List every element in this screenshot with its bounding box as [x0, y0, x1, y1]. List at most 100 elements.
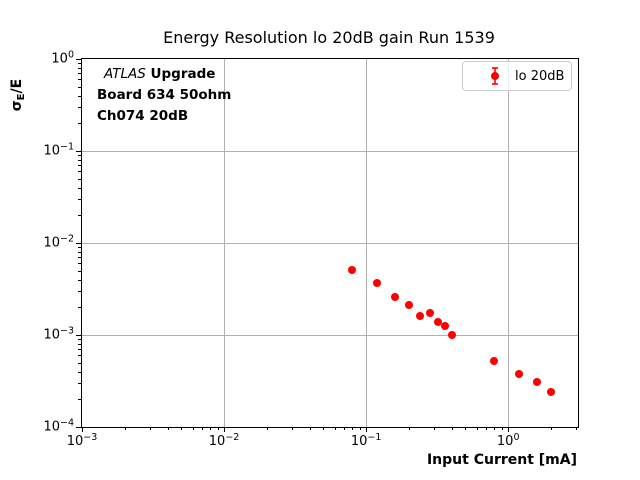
- annotation: ATLAS Upgrade Board 634 50ohm Ch074 20dB: [97, 64, 231, 127]
- x-axis-minor-tick: [433, 427, 435, 430]
- data-point: [441, 322, 450, 331]
- y-axis-minor-tick: [78, 155, 81, 157]
- y-axis-minor-tick: [78, 187, 81, 189]
- x-axis-minor-tick: [266, 427, 268, 430]
- y-axis-minor-tick: [78, 165, 81, 167]
- annotation-line-3: Ch074 20dB: [97, 108, 189, 124]
- x-axis-minor-tick: [210, 427, 212, 430]
- y-tick-label: 10−3: [43, 325, 74, 343]
- annotation-upgrade: Upgrade: [145, 66, 216, 82]
- x-axis-minor-tick: [486, 427, 488, 430]
- chart-title: Energy Resolution lo 20dB gain Run 1539: [163, 28, 495, 47]
- x-axis-minor-tick: [408, 427, 410, 430]
- x-axis-minor-tick: [476, 427, 478, 430]
- y-axis-minor-tick: [78, 251, 81, 253]
- y-axis-minor-tick: [78, 79, 81, 81]
- data-point: [515, 369, 524, 378]
- y-axis-major-tick: [76, 335, 81, 336]
- x-axis-minor-tick: [124, 427, 126, 430]
- legend-errorbar-icon: [491, 67, 499, 85]
- y-axis-minor-tick: [78, 215, 81, 217]
- y-axis-minor-tick: [78, 355, 81, 357]
- data-point: [425, 309, 434, 318]
- y-axis-minor-tick: [78, 73, 81, 75]
- x-axis-label: Input Current [mA]: [426, 452, 577, 468]
- grid-line-y: [82, 151, 578, 152]
- y-axis-minor-tick: [78, 371, 81, 373]
- x-axis-minor-tick: [334, 427, 336, 430]
- y-axis-label-symbol: σ: [9, 100, 25, 112]
- y-axis-minor-tick: [78, 362, 81, 364]
- y-axis-minor-tick: [78, 123, 81, 125]
- y-axis-minor-tick: [78, 263, 81, 265]
- legend: lo 20dB: [462, 61, 572, 91]
- x-axis-major-tick: [366, 427, 368, 432]
- x-axis-minor-tick: [291, 427, 293, 430]
- y-axis-label-subscript: E: [16, 93, 27, 101]
- x-axis-major-tick: [82, 427, 83, 432]
- y-tick-label: 100: [51, 49, 74, 67]
- y-axis-minor-tick: [78, 399, 81, 401]
- x-axis-minor-tick: [202, 427, 204, 430]
- y-axis-minor-tick: [78, 178, 81, 180]
- y-axis-minor-tick: [78, 279, 81, 281]
- y-axis-major-tick: [76, 59, 81, 60]
- annotation-line-2: Board 634 50ohm: [97, 87, 232, 103]
- x-tick-label: 10−2: [208, 432, 240, 449]
- data-point: [391, 292, 400, 301]
- y-axis-minor-tick: [78, 95, 81, 97]
- plot-area: 10−3 10−2 10−1 100 100 10−1 10−2 10−3 10−4: [43, 50, 579, 449]
- y-axis-major-tick: [76, 427, 81, 428]
- y-axis-minor-tick: [78, 270, 81, 272]
- x-axis-major-tick: [224, 427, 226, 432]
- grid-line-y: [82, 335, 578, 336]
- data-point: [447, 331, 456, 339]
- data-point: [348, 265, 357, 274]
- annotation-line-1: ATLAS Upgrade: [97, 64, 231, 85]
- data-point: [546, 388, 555, 397]
- x-axis-minor-tick: [465, 427, 467, 430]
- x-axis-minor-tick: [149, 427, 151, 430]
- y-axis-minor-tick: [78, 199, 81, 201]
- data-point: [404, 301, 413, 310]
- y-axis-minor-tick: [78, 307, 81, 309]
- y-axis-major-tick: [76, 151, 81, 152]
- x-axis-minor-tick: [167, 427, 169, 430]
- grid-line-y: [82, 243, 578, 244]
- data-point: [490, 357, 499, 366]
- y-axis-minor-tick: [78, 67, 81, 69]
- x-tick-label: 100: [496, 432, 520, 449]
- y-axis-label: σE/E: [9, 79, 27, 112]
- x-axis-minor-tick: [309, 427, 311, 430]
- x-tick-label: 10−1: [350, 432, 382, 449]
- data-point: [433, 318, 442, 327]
- y-axis-minor-tick: [78, 257, 81, 259]
- y-axis-minor-tick: [78, 63, 81, 65]
- y-axis-minor-tick: [78, 349, 81, 351]
- y-axis-minor-tick: [78, 171, 81, 173]
- x-axis-minor-tick: [181, 427, 183, 430]
- y-axis-minor-tick: [78, 107, 81, 109]
- x-tick-label: 10−3: [66, 432, 98, 449]
- x-axis-minor-tick: [501, 427, 503, 430]
- annotation-atlas: ATLAS: [104, 66, 146, 82]
- x-axis-minor-tick: [323, 427, 325, 430]
- x-axis-minor-tick: [352, 427, 354, 430]
- data-point: [416, 312, 425, 321]
- x-axis-minor-tick: [344, 427, 346, 430]
- y-tick-label: 10−2: [43, 233, 74, 251]
- y-axis-minor-tick: [78, 86, 81, 88]
- y-axis-minor-tick: [78, 291, 81, 293]
- data-point: [533, 377, 542, 386]
- x-axis-minor-tick: [192, 427, 194, 430]
- data-point: [373, 278, 382, 287]
- x-axis-minor-tick: [550, 427, 552, 430]
- x-axis-minor-tick: [494, 427, 496, 430]
- x-axis-minor-tick: [451, 427, 453, 430]
- y-axis-major-tick: [76, 243, 81, 244]
- y-tick-label: 10−1: [43, 141, 74, 159]
- x-axis-minor-tick: [359, 427, 361, 430]
- legend-label: lo 20dB: [515, 68, 565, 84]
- y-axis-minor-tick: [78, 343, 81, 345]
- x-axis-minor-tick: [575, 427, 577, 430]
